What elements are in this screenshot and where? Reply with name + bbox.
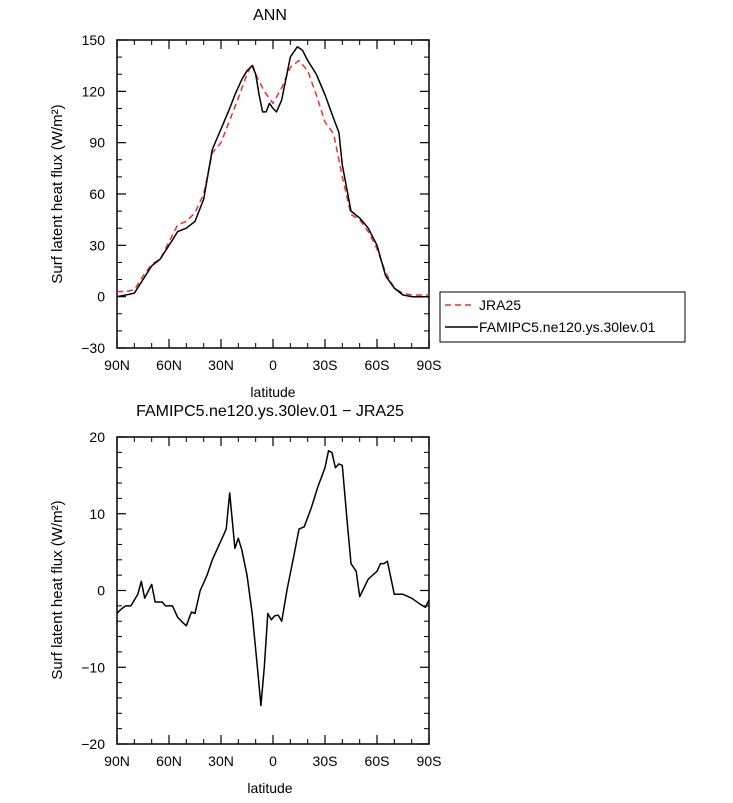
x-tick-label: 30S — [313, 357, 338, 373]
axis-ticks: 90N 60N 30N 0 30S 60S 90S −20 −10 0 10 20 — [81, 429, 441, 769]
plot-frame — [116, 39, 430, 349]
x-tick-label: 0 — [269, 357, 277, 373]
difference-panel: FAMIPC5.ne120.ys.30lev.01 − JRA25 90N 60N… — [49, 403, 441, 796]
legend-box — [439, 291, 686, 343]
chart-title: ANN — [253, 7, 287, 24]
plot-frame — [116, 436, 430, 745]
y-tick-label: 0 — [97, 583, 105, 599]
difference-chart-title: FAMIPC5.ne120.ys.30lev.01 − JRA25 — [136, 403, 404, 420]
legend: JRA25 FAMIPC5.ne120.ys.30lev.01 — [439, 291, 686, 343]
y-tick-label: 90 — [89, 135, 105, 151]
x-tick-label: 30S — [313, 753, 338, 769]
x-tick-label: 30N — [208, 357, 234, 373]
x-tick-label: 60N — [156, 357, 182, 373]
y-tick-label: 150 — [82, 32, 106, 48]
x-tick-label: 0 — [269, 753, 277, 769]
y-tick-label: 120 — [82, 83, 106, 99]
series-lines — [116, 450, 430, 707]
y-tick-label: 0 — [97, 289, 105, 305]
difference-line — [116, 450, 430, 707]
x-tick-label: 60S — [365, 753, 390, 769]
series-line-famipc5-ne120-ys-30lev-01 — [116, 46, 429, 298]
x-tick-label: 90N — [104, 357, 130, 373]
x-tick-label: 90N — [104, 753, 130, 769]
series-line-jra25 — [117, 59, 429, 296]
y-tick-label: −10 — [81, 659, 105, 675]
y-tick-label: −20 — [81, 736, 105, 752]
y-tick-label: 60 — [89, 186, 105, 202]
y-tick-label: −30 — [81, 340, 105, 356]
x-tick-label: 90S — [417, 753, 442, 769]
x-axis-label: latitude — [247, 780, 292, 796]
x-tick-label: 30N — [208, 753, 234, 769]
y-axis-label: Surf latent heat flux (W/m²) — [49, 104, 66, 283]
climatology-panel: ANN 90N 60N 30N 0 30S 60S 90S−300306090120150 … — [49, 7, 686, 400]
x-tick-label: 60N — [156, 753, 182, 769]
y-tick-label: 20 — [89, 429, 105, 445]
legend-label-jra25: JRA25 — [479, 297, 521, 313]
y-axis-label: Surf latent heat flux (W/m²) — [49, 500, 66, 679]
axis-ticks: 90N 60N 30N 0 30S 60S 90S −30 0 30 60 90 120 150 — [81, 32, 441, 373]
y-tick-label: 10 — [89, 506, 105, 522]
series-lines — [116, 46, 429, 298]
x-tick-label: 90S — [417, 357, 442, 373]
x-tick-label: 60S — [365, 357, 390, 373]
legend-label-famipc5: FAMIPC5.ne120.ys.30lev.01 — [479, 319, 656, 335]
y-tick-label: 30 — [89, 237, 105, 253]
x-axis-label: latitude — [250, 384, 295, 400]
